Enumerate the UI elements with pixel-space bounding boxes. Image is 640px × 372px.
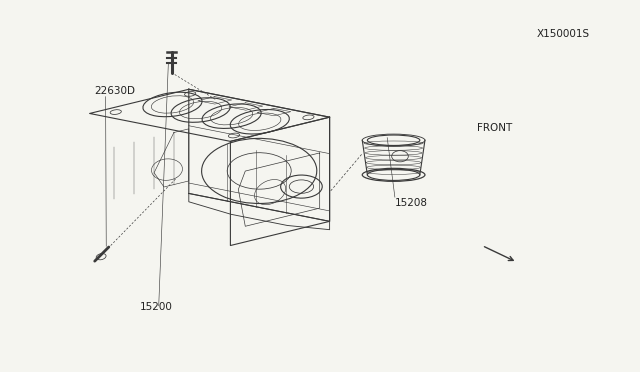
Text: X150001S: X150001S xyxy=(536,29,589,39)
Text: FRONT: FRONT xyxy=(477,124,512,133)
Text: 15200: 15200 xyxy=(140,302,172,312)
Text: 22630D: 22630D xyxy=(95,86,136,96)
Text: 15208: 15208 xyxy=(395,198,428,208)
